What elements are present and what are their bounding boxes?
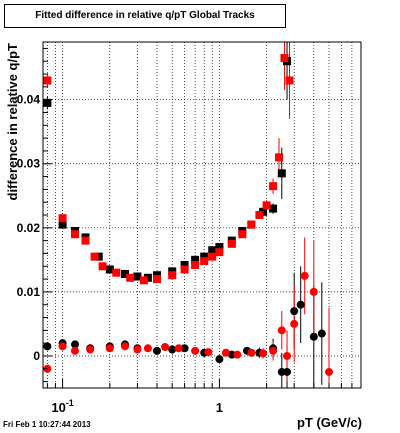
data-point-square	[126, 273, 135, 282]
data-point-square	[269, 204, 278, 213]
data-point-circle	[168, 345, 177, 354]
axis-ticks	[43, 47, 353, 388]
data-point-square	[280, 54, 289, 63]
x-tick-label: 10-1	[51, 398, 73, 415]
data-point-circle	[317, 329, 326, 338]
chart-title-box: Fitted difference in relative q/pT Globa…	[4, 4, 286, 28]
data-point-square	[143, 273, 152, 282]
data-point-circle	[277, 326, 286, 335]
data-point-square	[208, 246, 217, 255]
data-point-circle	[283, 367, 292, 376]
data-point-square	[262, 201, 271, 210]
data-point-square	[227, 239, 236, 248]
x-tick-label: 1	[216, 400, 223, 415]
data-point-square	[98, 262, 107, 271]
data-point-square	[215, 248, 224, 257]
data-point-circle	[143, 344, 152, 353]
data-point-square	[247, 220, 256, 229]
data-point-circle	[300, 271, 309, 280]
data-point-square	[139, 276, 148, 285]
data-point-circle	[309, 332, 318, 341]
data-point-circle	[324, 367, 333, 376]
data-point-circle	[71, 340, 80, 349]
data-point-circle	[204, 348, 213, 357]
data-point-square	[180, 265, 189, 274]
data-point-square	[277, 169, 286, 178]
data-point-square	[191, 260, 200, 269]
data-point-circle	[58, 342, 67, 351]
data-point-circle	[105, 344, 114, 353]
tick-labels: 0 0.01 0.02 0.03 0.04 10-1 1	[17, 93, 223, 415]
data-point-circle	[309, 287, 318, 296]
error-bars	[46, 42, 330, 388]
data-point-square	[238, 230, 247, 239]
data-point-square	[120, 269, 129, 278]
data-point-circle	[290, 319, 299, 328]
data-point-circle	[247, 348, 256, 357]
y-tick-label: 0.04	[17, 93, 41, 107]
data-points	[43, 54, 333, 376]
data-point-square	[191, 255, 200, 264]
data-point-square	[200, 257, 209, 266]
data-point-square	[255, 211, 264, 219]
data-point-square	[81, 236, 90, 245]
data-point-square	[43, 98, 52, 107]
data-point-square	[200, 252, 209, 261]
data-point-square	[112, 268, 121, 277]
y-tick-label: 0.03	[17, 157, 41, 171]
y-axis-label: difference in relative q/pT	[5, 43, 20, 201]
data-point-square	[275, 153, 284, 162]
data-point-square	[215, 243, 224, 252]
data-point-square	[180, 260, 189, 269]
data-point-circle	[120, 342, 129, 351]
data-point-circle	[174, 344, 183, 353]
data-point-square	[94, 252, 103, 261]
x-axis-label: pT (GeV/c)	[297, 415, 362, 430]
y-tick-label: 0	[33, 349, 40, 363]
data-point-circle	[233, 350, 242, 359]
data-point-square	[133, 272, 142, 281]
data-point-square	[168, 271, 177, 280]
data-point-square	[208, 252, 217, 261]
chart-title: Fitted difference in relative q/pT Globa…	[35, 10, 255, 21]
y-tick-label: 0.01	[17, 285, 41, 299]
data-point-square	[58, 214, 67, 223]
data-point-circle	[86, 345, 95, 354]
data-point-circle	[152, 346, 161, 355]
data-point-circle	[133, 345, 142, 354]
data-point-square	[152, 275, 161, 284]
data-point-square	[71, 230, 80, 239]
data-point-circle	[215, 355, 224, 364]
timestamp: Fri Feb 1 10:27:44 2013	[3, 420, 91, 429]
data-point-circle	[71, 346, 80, 355]
data-point-square	[285, 76, 294, 85]
data-point-circle	[161, 342, 170, 351]
data-point-square	[58, 220, 67, 229]
data-point-circle	[290, 307, 299, 316]
data-point-circle	[221, 348, 230, 357]
data-point-circle	[43, 342, 52, 351]
data-point-square	[90, 252, 99, 261]
data-point-square	[269, 182, 278, 191]
data-point-circle	[191, 346, 200, 355]
data-point-circle	[296, 300, 305, 309]
data-point-circle	[283, 351, 292, 360]
data-point-square	[43, 76, 52, 85]
y-tick-label: 0.02	[17, 221, 41, 235]
data-point-circle	[259, 349, 268, 358]
data-point-circle	[180, 344, 189, 353]
data-point-circle	[269, 346, 278, 355]
data-point-square	[105, 265, 114, 274]
